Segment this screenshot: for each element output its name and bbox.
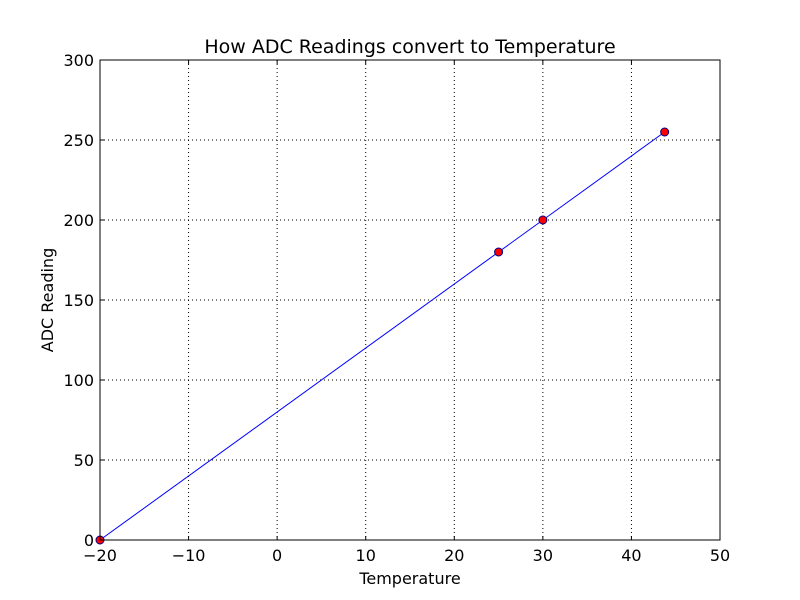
x-tick-label: 0	[272, 546, 282, 565]
y-tick-label: 0	[84, 531, 94, 550]
chart-title: How ADC Readings convert to Temperature	[204, 36, 615, 58]
series-layer	[95, 127, 670, 545]
x-tick-label: −20	[83, 546, 117, 565]
x-axis-label: Temperature	[358, 569, 460, 588]
plot-area: −20 −10 0 10 20 30 40 50 0 50 100 150 200 250 300	[63, 51, 730, 565]
y-axis-label: ADC Reading	[38, 248, 57, 352]
y-tick-label: 150	[63, 291, 94, 310]
series-line	[99, 131, 665, 541]
data-point	[538, 215, 548, 225]
data-point	[660, 127, 670, 137]
grid-layer	[100, 60, 720, 540]
y-tick-label: 50	[74, 451, 94, 470]
x-tick-label: 50	[710, 546, 730, 565]
y-tick-label: 200	[63, 211, 94, 230]
x-tick-label: −10	[172, 546, 206, 565]
x-tick-label: 10	[356, 546, 376, 565]
tick-layer: −20 −10 0 10 20 30 40 50 0 50 100 150 200 250 300	[63, 51, 730, 565]
data-point	[494, 247, 504, 257]
y-tick-label: 250	[63, 131, 94, 150]
x-tick-label: 40	[621, 546, 641, 565]
y-tick-label: 300	[63, 51, 94, 70]
x-tick-label: 30	[533, 546, 553, 565]
y-tick-label: 100	[63, 371, 94, 390]
x-tick-label: 20	[444, 546, 464, 565]
